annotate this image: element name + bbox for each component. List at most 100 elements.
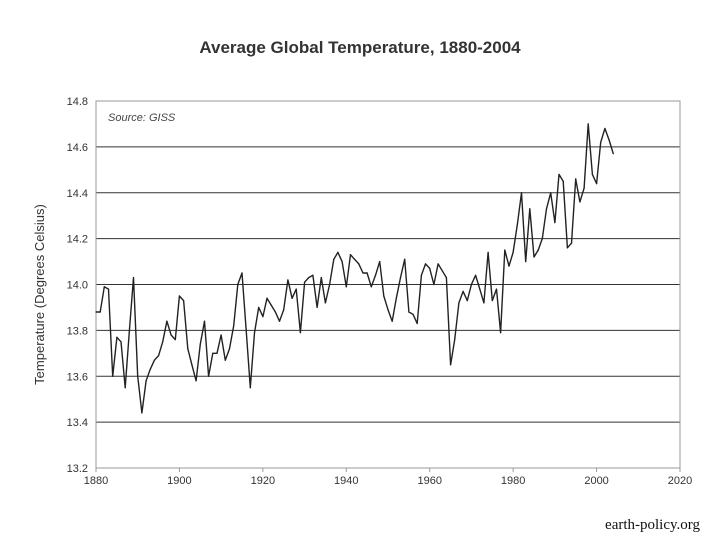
data-point [395, 297, 397, 299]
data-point [604, 127, 606, 130]
data-point [374, 274, 377, 276]
temperature-series-line [96, 123, 614, 414]
data-point [570, 242, 573, 244]
data-point [258, 306, 260, 309]
data-point [291, 297, 293, 299]
data-point [529, 208, 531, 210]
footer-credit: earth-policy.org [605, 517, 700, 533]
data-point [283, 309, 285, 311]
data-point [508, 265, 510, 267]
data-point [424, 263, 427, 265]
data-point [224, 359, 226, 361]
data-point [216, 352, 218, 354]
data-point [278, 320, 281, 322]
data-point [132, 277, 135, 279]
data-point [107, 288, 110, 290]
data-point [387, 309, 389, 311]
data-point [166, 320, 168, 322]
data-point [237, 283, 239, 286]
data-point [591, 173, 594, 175]
data-point [491, 299, 493, 302]
data-point [270, 304, 272, 306]
data-point [479, 288, 481, 290]
data-point [595, 182, 598, 185]
data-point [404, 258, 406, 260]
x-tick-label: 1960 [417, 475, 441, 487]
x-axis-tick-labels: 1880 1900 1920 1940 1960 1980 2000 2020 [84, 468, 692, 487]
data-point [249, 387, 251, 389]
data-point [612, 153, 614, 155]
data-point [462, 290, 464, 292]
data-point [466, 299, 468, 302]
data-point [587, 123, 589, 125]
data-point [379, 260, 381, 263]
data-point [128, 329, 130, 331]
data-point [420, 274, 422, 276]
data-point [203, 320, 206, 322]
data-point [391, 320, 393, 322]
chart-title: Average Global Temperature, 1880-2004 [199, 38, 521, 57]
x-tick-label: 1940 [334, 475, 358, 487]
grid-lines [96, 100, 680, 469]
data-point [575, 178, 577, 180]
data-point [483, 302, 485, 304]
data-point [525, 260, 527, 263]
plot-area-frame [95, 100, 681, 469]
data-point [299, 332, 301, 334]
data-point [287, 279, 289, 281]
data-point [274, 311, 276, 313]
data-point [416, 322, 418, 325]
data-point [95, 311, 97, 313]
data-point [245, 329, 247, 331]
data-point [220, 334, 222, 336]
x-tick-label: 2000 [584, 475, 608, 487]
data-point [324, 302, 327, 304]
x-tick-label: 1920 [251, 475, 275, 487]
data-point [541, 238, 543, 240]
data-point [345, 286, 347, 288]
y-tick-label: 14.8 [67, 96, 88, 108]
data-point [537, 249, 539, 251]
data-point [408, 311, 410, 313]
data-point [337, 251, 339, 253]
data-point [99, 311, 101, 313]
data-point [266, 297, 268, 299]
y-tick-label: 13.2 [67, 463, 88, 475]
data-point [208, 375, 210, 377]
data-point [545, 208, 548, 210]
data-point [562, 180, 564, 182]
data-point [445, 277, 447, 279]
data-point [520, 192, 523, 194]
data-point [199, 343, 201, 345]
data-point [354, 258, 356, 260]
data-point [370, 286, 372, 288]
source-annotation: Source: GISS [108, 112, 176, 124]
data-point [579, 201, 581, 203]
data-point [137, 375, 139, 377]
data-point [550, 192, 552, 194]
data-point [600, 141, 602, 143]
data-point [295, 288, 297, 290]
data-point [162, 341, 164, 343]
data-point [533, 256, 535, 258]
data-point [399, 277, 402, 279]
data-point [412, 313, 414, 315]
y-tick-label: 14.4 [67, 188, 88, 200]
data-point [358, 263, 360, 265]
data-point [195, 380, 197, 382]
data-point [303, 281, 306, 283]
data-point [437, 263, 439, 265]
data-point [383, 295, 385, 297]
data-point [341, 260, 343, 263]
data-point [429, 267, 431, 270]
data-point [174, 338, 176, 341]
data-point [233, 325, 235, 327]
data-point [191, 364, 193, 366]
data-point [183, 299, 185, 302]
data-point [366, 272, 368, 274]
data-point [120, 341, 122, 343]
data-point [145, 380, 147, 382]
data-point [178, 295, 181, 297]
data-point [141, 412, 143, 414]
data-point [470, 283, 473, 286]
